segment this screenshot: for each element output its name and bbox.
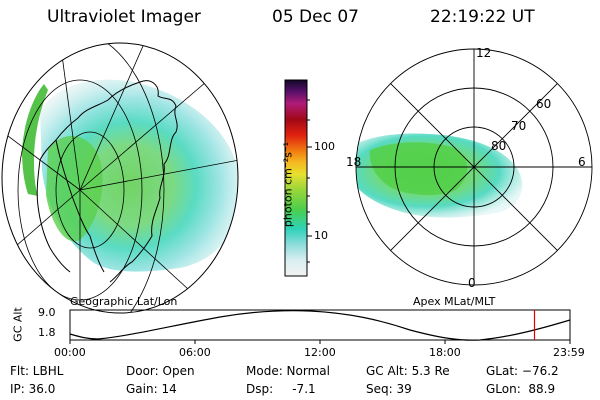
latlon-grid xyxy=(2,43,238,313)
geographic-map xyxy=(2,43,238,313)
mlat-label-80: 80 xyxy=(491,139,507,153)
coastline xyxy=(36,80,178,283)
altitude-curve xyxy=(69,310,571,341)
info-glon: GLon: 88.9 xyxy=(486,382,556,396)
info-glat: GLat: −76.2 xyxy=(486,364,559,378)
mlt-label-12: 12 xyxy=(476,46,492,60)
altitude-xtick-0000: 00:00 xyxy=(54,346,86,359)
geographic-caption: Geographic Lat/Lon xyxy=(70,295,178,308)
altitude-plot xyxy=(69,309,571,344)
altitude-ytick-min: 1.8 xyxy=(38,326,56,339)
altitude-xtick-1800: 18:00 xyxy=(429,346,461,359)
mlt-label-6: 6 xyxy=(578,155,586,169)
apex-caption: Apex MLat/MLT xyxy=(413,295,496,308)
colorbar-tickmarks xyxy=(307,99,312,263)
info-seq: Seq: 39 xyxy=(366,382,412,396)
colorbar-unit-label: photon cm⁻²s⁻¹ xyxy=(281,141,295,228)
colorbar-tick-100: 100 xyxy=(314,140,335,153)
mlt-label-18: 18 xyxy=(346,155,362,169)
colorbar-tick-10: 10 xyxy=(314,229,328,242)
mlat-label-70: 70 xyxy=(511,119,527,133)
altitude-xtick-2359: 23:59 xyxy=(553,346,585,359)
mlt-label-0: 0 xyxy=(468,276,476,290)
polar-map xyxy=(355,48,593,286)
info-gain: Gain: 14 xyxy=(126,382,177,396)
geo-limb-outline xyxy=(1,42,239,314)
info-gcalt: GC Alt: 5.3 Re xyxy=(366,364,450,378)
altitude-xtick-0600: 06:00 xyxy=(179,346,211,359)
info-mode: Mode: Normal xyxy=(246,364,330,378)
info-door: Door: Open xyxy=(126,364,195,378)
aurora-core-polar xyxy=(369,142,468,196)
altitude-xtick-1200: 12:00 xyxy=(304,346,336,359)
aurora-limb-strip xyxy=(22,84,48,196)
info-dsp: Dsp: -7.1 xyxy=(246,382,316,396)
altitude-plot-frame xyxy=(69,309,571,341)
time-label: 22:19:22 UT xyxy=(430,7,535,27)
altitude-ytick-max: 9.0 xyxy=(38,306,56,319)
info-flt: Flt: LBHL xyxy=(10,364,64,378)
mlat-label-60: 60 xyxy=(536,97,552,111)
altitude-ylabel: GC Alt xyxy=(11,307,25,342)
info-ip: IP: 36.0 xyxy=(10,382,56,396)
instrument-title: Ultraviolet Imager xyxy=(47,7,201,27)
polar-grid xyxy=(355,48,593,286)
altitude-xticks-marks xyxy=(69,340,571,344)
date-label: 05 Dec 07 xyxy=(272,7,359,27)
